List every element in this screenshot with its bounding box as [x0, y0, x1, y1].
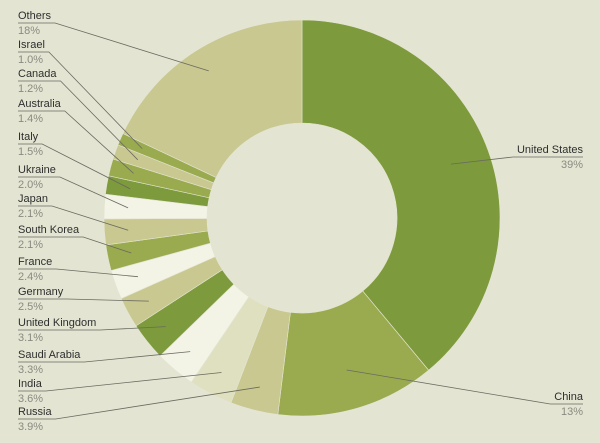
slice-percent: 1.2% [18, 83, 43, 95]
leader-line [450, 156, 583, 165]
slice-percent: 1.5% [18, 146, 43, 158]
leader-line [18, 143, 131, 190]
slice-percent: 1.4% [18, 113, 43, 125]
slice-percent: 2.4% [18, 271, 43, 283]
slice-label: Canada [18, 68, 57, 80]
slice-percent: 2.1% [18, 239, 43, 251]
leader-line [18, 80, 139, 161]
slice-label: Saudi Arabia [18, 349, 81, 361]
slice-percent: 2.0% [18, 179, 43, 191]
donut-slice [301, 19, 501, 371]
slice-label: Ukraine [18, 164, 56, 176]
leader-line [18, 351, 191, 363]
leader-line [18, 205, 129, 231]
slice-label: Italy [18, 131, 39, 143]
leader-line [346, 369, 583, 405]
slice-label: South Korea [18, 224, 80, 236]
leader-line [18, 51, 143, 149]
slice-percent: 3.9% [18, 421, 43, 433]
leader-line [18, 386, 260, 420]
slice-percent: 3.1% [18, 332, 43, 344]
donut-slice [122, 19, 303, 178]
slice-percent: 3.6% [18, 393, 43, 405]
leader-line [18, 110, 134, 174]
leader-line [18, 176, 129, 209]
slice-percent: 2.5% [18, 301, 43, 313]
slice-label: Germany [18, 286, 64, 298]
leader-line [18, 268, 138, 278]
slice-percent: 3.3% [18, 364, 43, 376]
slice-label: Russia [18, 406, 53, 418]
slice-label: Australia [18, 98, 62, 110]
slice-label: United Kingdom [18, 317, 96, 329]
slice-percent: 39% [561, 159, 583, 171]
leader-line [18, 298, 149, 302]
slice-percent: 13% [561, 406, 583, 418]
slice-label: United States [517, 144, 584, 156]
slice-percent: 2.1% [18, 208, 43, 220]
slice-label: Others [18, 10, 52, 22]
slice-label: Israel [18, 39, 45, 51]
slice-label: Japan [18, 193, 48, 205]
slice-percent: 18% [18, 25, 40, 37]
slice-label: China [554, 391, 584, 403]
leader-line [18, 236, 132, 254]
leader-line [18, 372, 222, 392]
leader-line [18, 326, 166, 331]
leader-line [18, 22, 209, 72]
slice-label: India [18, 378, 43, 390]
slice-percent: 1.0% [18, 54, 43, 66]
slice-label: France [18, 256, 52, 268]
